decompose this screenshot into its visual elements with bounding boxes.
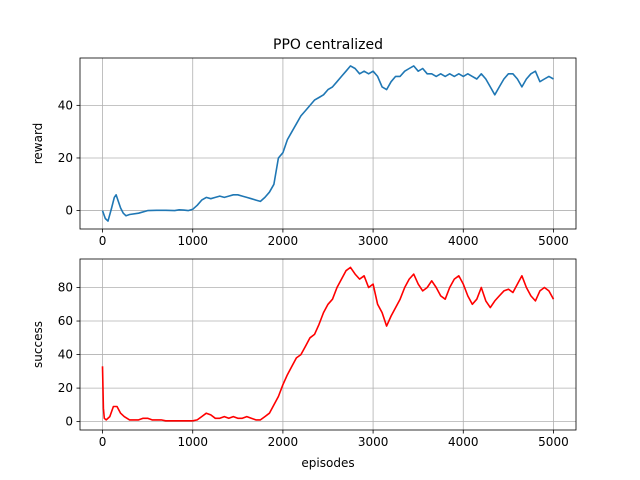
chart-title: PPO centralized [273,37,383,53]
success-axes-frame [79,258,577,431]
reward-axes: 0 1000 2000 3000 4000 5000 0 20 40 PPO centrali… [31,37,577,248]
success-y-tick-label: 60 [58,314,73,328]
success-axes: 0 1000 2000 3000 4000 5000 0 20 40 60 80 episodes… [31,258,577,470]
reward-y-axis-label: reward [31,123,45,165]
success-y-tick-label: 80 [58,281,73,295]
success-y-tick-label: 40 [58,348,73,362]
success-grid [80,259,576,430]
success-y-ticks: 0 20 40 60 80 [58,281,80,429]
reward-x-tick-label: 0 [99,234,107,248]
success-x-tick-label: 4000 [448,435,479,449]
reward-x-tick-label: 3000 [358,234,389,248]
success-x-tick-label: 0 [99,435,107,449]
success-x-tick-label: 3000 [358,435,389,449]
reward-axes-frame [79,57,577,230]
success-x-tick-label: 1000 [177,435,208,449]
success-y-tick-label: 20 [58,381,73,395]
success-x-axis-label: episodes [301,456,354,470]
reward-x-tick-label: 2000 [268,234,299,248]
success-x-ticks: 0 1000 2000 3000 4000 5000 [99,430,569,449]
reward-y-ticks: 0 20 40 [58,98,80,218]
reward-x-tick-label: 1000 [177,234,208,248]
reward-x-tick-label: 4000 [448,234,479,248]
reward-x-ticks: 0 1000 2000 3000 4000 5000 [99,229,569,248]
reward-plot-area [101,65,554,222]
reward-y-tick-label: 40 [58,98,73,112]
reward-series-line [101,65,554,222]
reward-y-tick-label: 0 [65,204,73,218]
reward-y-tick-label: 20 [58,151,73,165]
success-series-line [101,266,555,422]
success-x-tick-label: 2000 [268,435,299,449]
success-plot-area [101,266,555,422]
success-y-tick-label: 0 [65,415,73,429]
success-x-tick-label: 5000 [538,435,569,449]
reward-x-tick-label: 5000 [538,234,569,248]
success-y-axis-label: success [31,321,45,368]
